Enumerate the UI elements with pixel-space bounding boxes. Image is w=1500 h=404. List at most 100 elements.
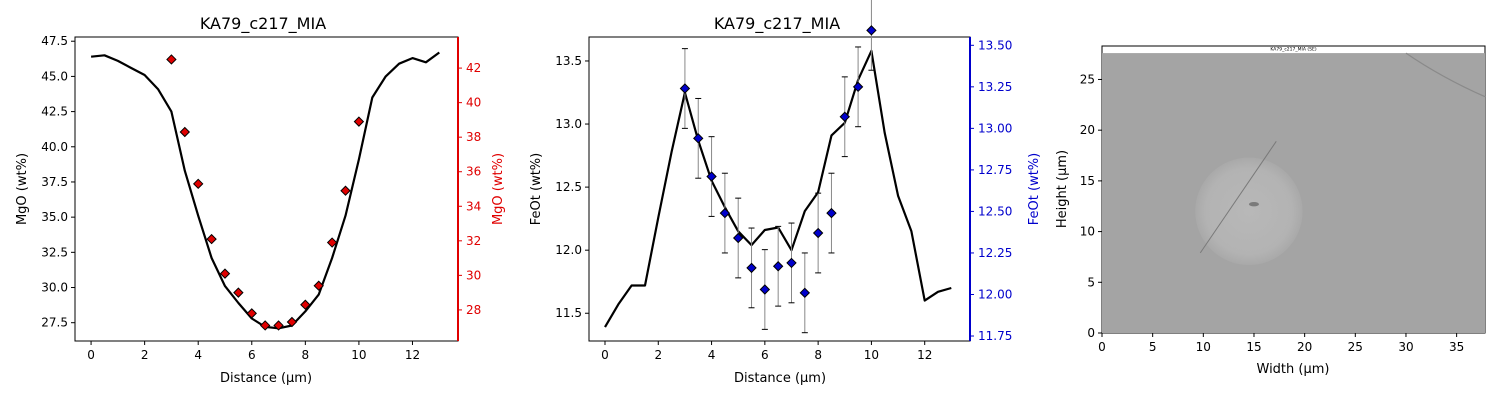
feot-y-tick-label: 12.5 (555, 180, 582, 194)
feot-data-point (693, 133, 704, 144)
feot-data-point (786, 257, 797, 269)
feot-x-tick-label: 4 (708, 348, 716, 362)
feot-data-point (746, 262, 757, 274)
feot-right-y-tick-label: 12.25 (978, 246, 1012, 260)
sem-image-caption: KA79_c217_MIA (SE) (1270, 47, 1316, 53)
feot-right-y-tick-label: 13.50 (978, 38, 1012, 52)
image-x-tick-label: 5 (1149, 340, 1157, 354)
mgo-right-y-tick-label: 40 (466, 96, 481, 110)
mgo-y-tick-label: 45.0 (41, 69, 68, 83)
feot-plot-area (588, 36, 971, 342)
feot-right-y-tick-label: 12.00 (978, 287, 1012, 301)
feot-data-point (812, 227, 824, 239)
mgo-data-point (246, 308, 257, 319)
mgo-y-tick-label: 40.0 (41, 140, 68, 154)
mgo-y-tick-label: 27.5 (41, 316, 68, 330)
image-x-tick-label: 0 (1098, 340, 1106, 354)
image-y-tick-label: 0 (1087, 326, 1095, 340)
feot-y-tick-label: 11.5 (555, 306, 582, 320)
mgo-right-y-axis-label: MgO (wt%) (491, 153, 506, 225)
profile-line (1199, 141, 1277, 254)
mgo-x-tick-label: 8 (302, 348, 310, 362)
mgo-data-point (179, 126, 191, 138)
feot-data-point (719, 207, 731, 219)
image-edge-crack (1405, 52, 1486, 98)
feot-chart: KA79_c217_MIA Distance (µm) FeOt (wt%) F… (529, 0, 1042, 386)
mgo-data-point (286, 316, 298, 328)
image-x-tick-label: 25 (1348, 340, 1363, 354)
mgo-right-y-tick-label: 34 (466, 199, 481, 213)
image-ticks: 0 5 10 15 20 25 30 35 0 5 10 15 20 25 (1080, 72, 1465, 354)
feot-x-tick-label: 8 (814, 348, 822, 362)
feot-marks (604, 0, 952, 334)
image-x-tick-label: 30 (1398, 340, 1413, 354)
feot-x-tick-label: 6 (761, 348, 769, 362)
mgo-data-point (313, 280, 324, 291)
mgo-data-point (206, 233, 217, 245)
feot-x-axis-label: Distance (µm) (734, 371, 826, 386)
mgo-chart-title: KA79_c217_MIA (200, 14, 326, 34)
mgo-marks (90, 51, 440, 331)
image-y-tick-label: 10 (1080, 225, 1095, 239)
mgo-y-tick-label: 37.5 (41, 175, 68, 189)
mgo-y-tick-label: 35.0 (41, 210, 68, 224)
image-y-axis-label: Height (µm) (1055, 150, 1070, 228)
mgo-data-point (192, 178, 204, 190)
image-y-tick-label: 20 (1080, 123, 1095, 137)
mgo-data-point (219, 268, 231, 279)
image-x-tick-label: 10 (1196, 340, 1211, 354)
image-x-tick-label: 20 (1297, 340, 1312, 354)
mgo-x-tick-label: 0 (87, 348, 95, 362)
mgo-y-tick-label: 42.5 (41, 105, 68, 119)
feot-data-point (852, 81, 864, 93)
feot-right-y-tick-label: 12.75 (978, 163, 1012, 177)
spot-inclusion (1248, 202, 1259, 207)
feot-data-point (826, 207, 837, 219)
feot-ticks: 0 2 4 6 8 10 12 11.5 12.0 12.5 13.0 13.5 11.75 12.00 1… (555, 38, 1012, 362)
feot-data-point (732, 232, 744, 244)
mgo-data-point (233, 287, 244, 298)
feot-right-y-tick-label: 12.50 (978, 204, 1012, 218)
feot-right-y-tick-label: 13.00 (978, 121, 1012, 135)
sem-image: KA79_c217_MIA (SE) (1102, 47, 1486, 334)
mgo-data-point (340, 185, 351, 196)
mgo-ticks: 0 2 4 6 8 10 12 27.5 30.0 32.5 35.0 37.5 40.0 42.5 45.… (41, 34, 481, 362)
mgo-x-tick-label: 6 (248, 348, 256, 362)
feot-data-point (772, 261, 784, 272)
feot-y-tick-label: 13.0 (555, 117, 582, 131)
mgo-data-point (273, 320, 284, 331)
mgo-plot-area (74, 36, 459, 342)
feot-data-point (839, 111, 850, 122)
mgo-right-y-tick-label: 42 (466, 61, 481, 75)
mgo-y-tick-label: 47.5 (41, 34, 68, 48)
image-y-tick-label: 15 (1080, 174, 1095, 188)
analysis-spot (1195, 157, 1303, 266)
feot-x-tick-label: 0 (601, 348, 609, 362)
mgo-x-tick-label: 4 (194, 348, 202, 362)
mgo-data-point (300, 299, 311, 310)
image-x-tick-label: 15 (1246, 340, 1261, 354)
feot-y-tick-label: 12.0 (555, 243, 582, 257)
feot-chart-title: KA79_c217_MIA (714, 14, 840, 34)
mgo-right-y-tick-label: 32 (466, 234, 481, 248)
mgo-y-tick-label: 30.0 (41, 281, 68, 295)
mgo-right-y-tick-label: 38 (466, 130, 481, 144)
mgo-x-axis-label: Distance (µm) (220, 371, 312, 386)
mgo-data-point (353, 116, 365, 127)
mgo-right-y-tick-label: 30 (466, 268, 481, 282)
feot-data-point (759, 284, 771, 295)
image-y-tick-label: 25 (1080, 72, 1095, 86)
mgo-x-tick-label: 2 (141, 348, 149, 362)
feot-right-y-axis-label: FeOt (wt%) (1027, 153, 1042, 225)
mgo-x-tick-label: 10 (351, 348, 366, 362)
feot-x-tick-label: 2 (654, 348, 662, 362)
feot-x-tick-label: 12 (917, 348, 932, 362)
mgo-data-point (326, 237, 338, 248)
mgo-data-point (259, 320, 271, 331)
feot-data-point (799, 287, 811, 299)
feot-data-point (706, 171, 717, 182)
feot-y-axis-label: FeOt (wt%) (529, 153, 544, 225)
mgo-chart: KA79_c217_MIA Distance (µm) MgO (wt%) Mg… (15, 14, 506, 386)
mgo-y-axis-label: MgO (wt%) (15, 153, 30, 225)
